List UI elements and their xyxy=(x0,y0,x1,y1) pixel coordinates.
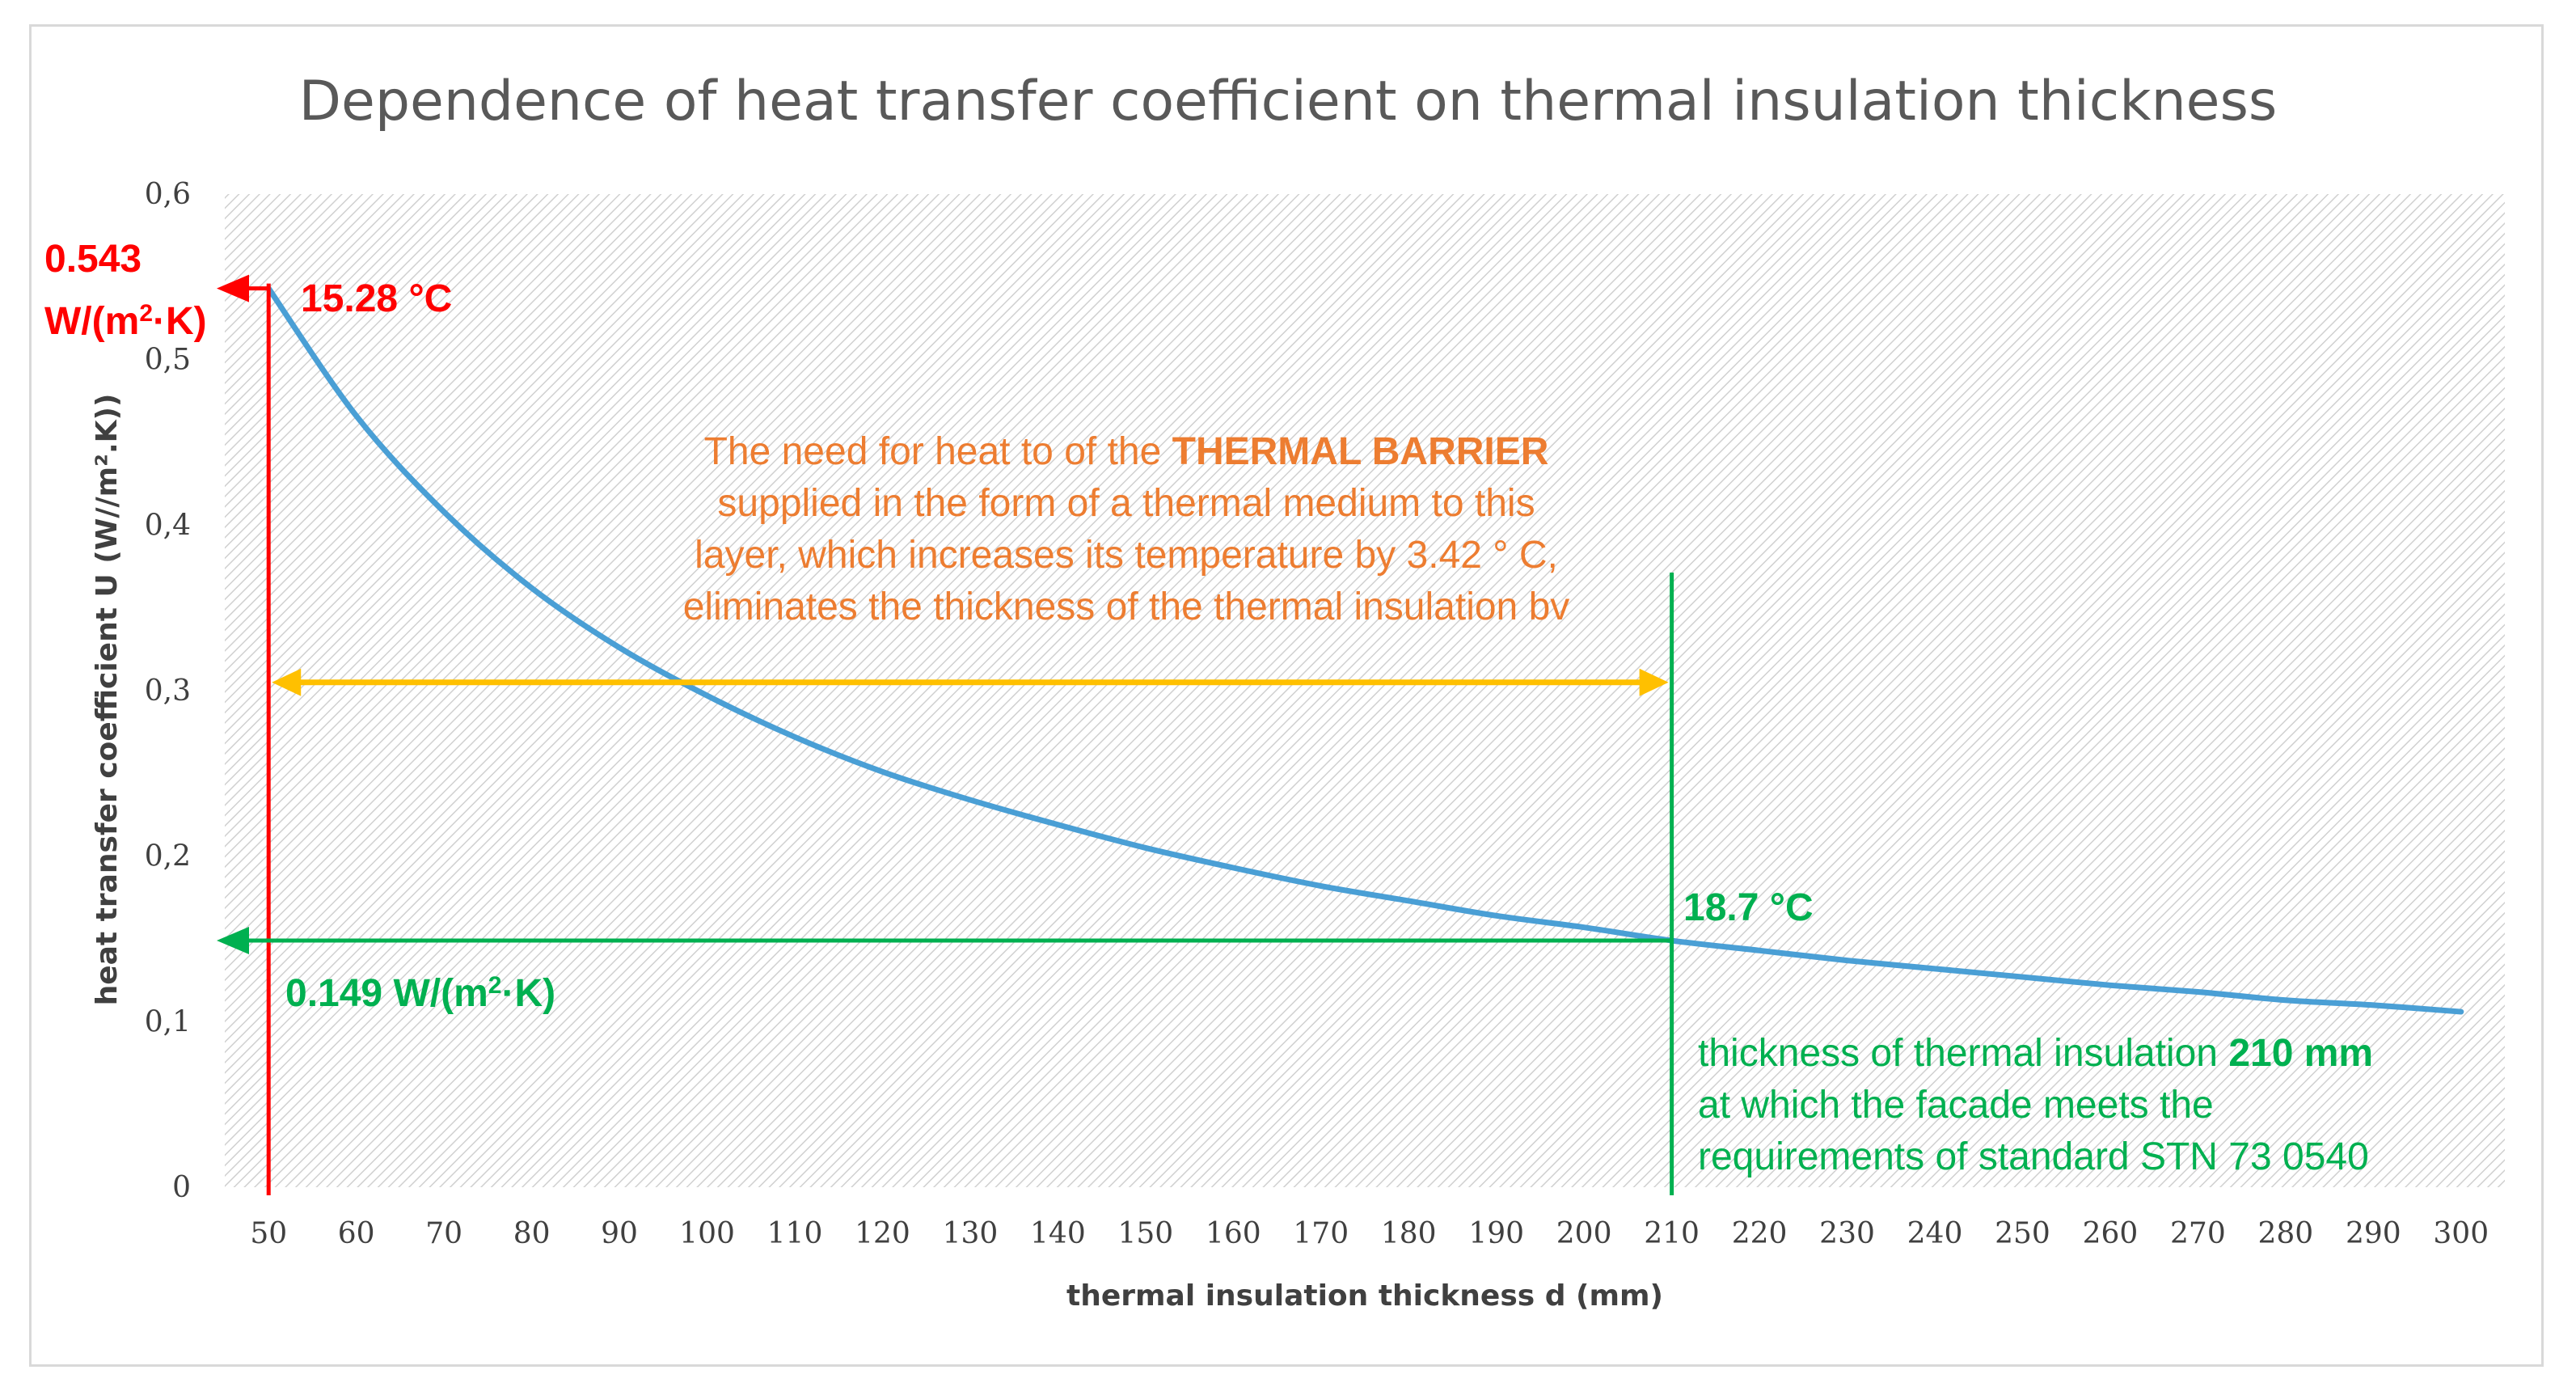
barrier-text-line4: eliminates the thickness of the thermal … xyxy=(683,586,1570,628)
y-axis-label: heat transfer coefficient U (W//m².K)) xyxy=(91,394,124,1006)
x-tick-label: 50 xyxy=(250,1217,287,1250)
chart-title: Dependence of heat transfer coefficient … xyxy=(299,70,2278,133)
barrier-text-line3: layer, which increases its temperature b… xyxy=(695,534,1558,577)
y-tick-label: 0,3 xyxy=(145,674,191,708)
x-tick-label: 240 xyxy=(1907,1217,1963,1250)
y-axis-ticks: 0 0,1 0,2 0,3 0,4 0,5 0,6 xyxy=(145,178,191,1204)
x-tick-label: 250 xyxy=(1995,1217,2050,1250)
x-tick-label: 220 xyxy=(1732,1217,1788,1250)
x-tick-label: 120 xyxy=(855,1217,910,1250)
x-tick-label: 290 xyxy=(2346,1217,2401,1250)
start-temperature-label: 15.28 °C xyxy=(301,277,452,320)
x-tick-label: 110 xyxy=(767,1217,823,1250)
x-tick-label: 80 xyxy=(513,1217,551,1250)
x-tick-label: 100 xyxy=(679,1217,735,1250)
x-axis-label: thermal insulation thickness d (mm) xyxy=(1066,1279,1663,1313)
x-tick-label: 70 xyxy=(425,1217,462,1250)
y-tick-label: 0,2 xyxy=(145,840,191,873)
plot-area xyxy=(225,194,2505,1187)
x-tick-label: 300 xyxy=(2433,1217,2489,1250)
x-tick-label: 160 xyxy=(1206,1217,1261,1250)
x-tick-label: 210 xyxy=(1644,1217,1700,1250)
thickness-note-line2: at which the facade meets the xyxy=(1698,1084,2214,1127)
end-temperature-label: 18.7 °C xyxy=(1683,886,1814,929)
x-tick-label: 180 xyxy=(1381,1217,1437,1250)
span-arrowhead-right xyxy=(1639,668,1669,696)
x-tick-label: 200 xyxy=(1556,1217,1612,1250)
start-value-line1: 0.543 xyxy=(44,238,141,281)
y-tick-label: 0,6 xyxy=(145,178,191,211)
end-arrowhead xyxy=(217,927,249,955)
y-tick-label: 0,4 xyxy=(145,509,191,542)
span-arrowhead-left xyxy=(272,668,302,696)
y-tick-label: 0 xyxy=(172,1171,191,1204)
x-tick-label: 170 xyxy=(1293,1217,1349,1250)
x-tick-label: 140 xyxy=(1030,1217,1086,1250)
start-value-line2: W/(m2·K) xyxy=(44,300,207,344)
series-line xyxy=(265,285,2464,1015)
x-tick-label: 260 xyxy=(2083,1217,2139,1250)
annotation-lines xyxy=(217,274,1674,1195)
series-layer xyxy=(265,285,2464,1015)
y-tick-label: 0,5 xyxy=(145,344,191,377)
end-value-label: 0.149 W/(m2·K) xyxy=(285,972,555,1016)
barrier-text-line1: The need for heat to of the THERMAL BARR… xyxy=(704,430,1549,473)
x-tick-label: 150 xyxy=(1117,1217,1173,1250)
x-tick-label: 90 xyxy=(601,1217,638,1250)
x-axis-ticks: 50 60 70 80 90 100 110 120 130 140 150 160 170 180 190… xyxy=(250,1217,2489,1250)
x-tick-label: 230 xyxy=(1819,1217,1875,1250)
y-tick-label: 0,1 xyxy=(145,1005,191,1038)
x-tick-label: 60 xyxy=(338,1217,375,1250)
x-tick-label: 190 xyxy=(1468,1217,1524,1250)
x-tick-label: 280 xyxy=(2257,1217,2313,1250)
thickness-note-line3: requirements of standard STN 73 0540 xyxy=(1698,1135,2369,1178)
thickness-note-line1: thickness of thermal insulation 210 mm xyxy=(1698,1032,2373,1075)
x-tick-label: 130 xyxy=(943,1217,999,1250)
barrier-text-line2: supplied in the form of a thermal medium… xyxy=(717,482,1535,525)
start-arrowhead xyxy=(217,274,249,302)
x-tick-label: 270 xyxy=(2170,1217,2226,1250)
